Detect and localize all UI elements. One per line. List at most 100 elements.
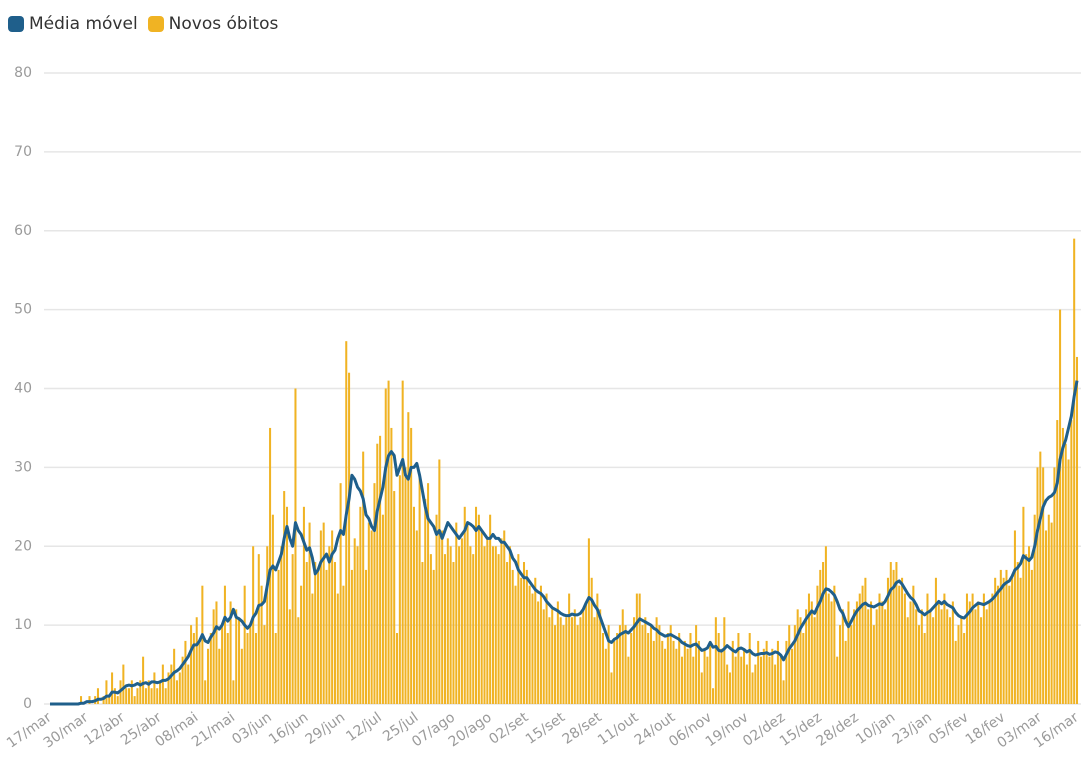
bar — [796, 609, 799, 704]
bar — [853, 609, 856, 704]
bar — [700, 672, 703, 704]
bar — [666, 633, 669, 704]
bar-series — [80, 238, 1079, 704]
bar — [175, 680, 178, 704]
bar — [144, 688, 147, 704]
bar — [627, 656, 630, 704]
bar — [833, 585, 836, 704]
bar — [190, 625, 193, 704]
bar — [285, 506, 289, 704]
bar — [587, 538, 590, 704]
bar — [768, 656, 771, 704]
bar — [314, 562, 317, 704]
x-tick-label: 12/jul — [343, 709, 384, 745]
bar — [271, 514, 274, 704]
bar — [934, 577, 937, 704]
bar — [884, 609, 887, 704]
y-tick-label: 70 — [14, 144, 32, 160]
bar — [723, 617, 726, 704]
bar — [280, 546, 283, 704]
bar — [703, 648, 706, 704]
bar — [229, 601, 232, 704]
bar — [807, 593, 810, 704]
bar — [249, 625, 252, 704]
bar — [452, 562, 455, 704]
bar — [159, 680, 162, 704]
bar — [810, 601, 813, 704]
bar — [697, 640, 700, 704]
bar — [1039, 451, 1042, 704]
bar — [302, 506, 305, 704]
bar — [556, 601, 559, 704]
bar — [412, 506, 415, 704]
bar — [867, 609, 870, 704]
bar — [951, 601, 954, 704]
bar — [243, 585, 246, 704]
bar — [751, 672, 754, 704]
bar — [297, 617, 300, 704]
bar — [785, 640, 788, 704]
bar — [655, 617, 658, 704]
bar — [514, 585, 517, 704]
bar — [601, 633, 605, 704]
bar — [393, 491, 396, 704]
y-tick-label: 20 — [14, 538, 32, 554]
bar — [570, 617, 573, 704]
bar — [980, 617, 983, 704]
bar — [410, 427, 413, 704]
bar — [1019, 577, 1022, 704]
bar — [827, 593, 830, 704]
bar — [328, 546, 331, 704]
bar — [757, 640, 760, 704]
bar — [139, 680, 142, 704]
bar — [929, 609, 932, 704]
bar — [105, 680, 108, 704]
bar — [133, 696, 136, 704]
legend-label: Novos óbitos — [168, 14, 279, 34]
bar — [621, 609, 624, 704]
bar — [455, 522, 458, 704]
bar — [156, 688, 159, 704]
bar — [336, 593, 339, 704]
bar — [754, 664, 757, 704]
bar — [348, 372, 351, 704]
bar — [917, 625, 921, 704]
bar — [748, 633, 751, 704]
bar — [274, 633, 277, 704]
bar — [590, 577, 593, 704]
bar — [173, 648, 176, 704]
bar — [960, 617, 963, 704]
bar — [167, 672, 170, 704]
bar — [647, 633, 650, 704]
bar — [855, 601, 858, 704]
bar — [142, 656, 145, 704]
legend-swatch — [8, 16, 24, 32]
bar — [475, 506, 478, 704]
bar — [503, 530, 506, 704]
bar — [108, 696, 111, 704]
bar — [743, 648, 746, 704]
bar — [212, 609, 215, 704]
legend-item: Novos óbitos — [147, 14, 279, 34]
bar — [238, 617, 241, 704]
bar — [339, 483, 342, 704]
bar — [331, 530, 334, 704]
bar — [943, 593, 946, 704]
x-tick-label: 05/fev — [926, 709, 972, 748]
bar — [1056, 420, 1059, 704]
bar — [198, 640, 201, 704]
bar — [683, 640, 686, 704]
bar — [841, 609, 844, 704]
bar — [813, 617, 816, 704]
bar — [472, 554, 475, 704]
bar — [477, 514, 480, 704]
bar — [771, 648, 774, 704]
bar — [551, 609, 554, 704]
bar — [288, 609, 291, 704]
bar — [511, 569, 514, 704]
bar — [277, 569, 280, 704]
bar — [714, 617, 717, 704]
bar — [401, 380, 404, 704]
bar — [88, 696, 91, 704]
